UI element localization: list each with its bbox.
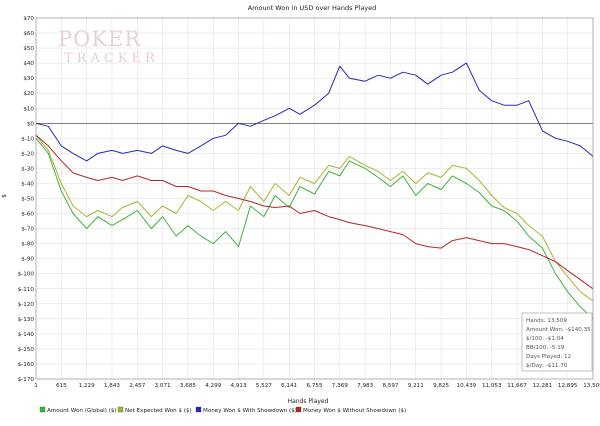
series-line-money-won-without-showdown (35, 134, 594, 290)
x-tick-label: 12,895 (558, 383, 578, 389)
stats-dollars-per-100: $/100: -$1.04 (526, 336, 564, 342)
y-tick-label: $30 (23, 76, 34, 82)
chart-title: Amount Won in USD over Hands Played (248, 4, 377, 12)
legend-swatch (295, 406, 302, 413)
y-tick-label: $20 (23, 91, 34, 97)
y-tick-label: $-140 (18, 332, 35, 338)
stats-box-frame (521, 312, 593, 372)
x-tick-label: 8,597 (382, 383, 398, 389)
legend-swatch (195, 406, 202, 413)
legend: Amount Won (Global) ($) Net Expected Won … (39, 406, 406, 414)
x-tick-label: 7,983 (357, 383, 373, 389)
x-tick-label: 3,071 (155, 383, 171, 389)
y-tick-label: $-40 (21, 181, 34, 187)
y-axis-title: $ (1, 194, 8, 198)
x-tick-label: 615 (56, 383, 67, 389)
y-tick-label: $-120 (18, 302, 35, 308)
x-tick-label: 4,913 (231, 383, 247, 389)
x-tick-label: 5,527 (256, 383, 272, 389)
y-tick-label: $-30 (21, 166, 34, 172)
x-tick-label: 6,141 (281, 383, 297, 389)
x-tick-label: 11,053 (482, 383, 502, 389)
stats-amount-won: Amount Won: -$140.35 (526, 327, 591, 333)
series-line-amount-won-global (35, 137, 594, 320)
x-tick-label: 2,457 (129, 383, 145, 389)
y-tick-label: $-60 (21, 212, 34, 218)
y-tick-label: $10 (23, 106, 34, 112)
x-tick-label: 1 (34, 383, 38, 389)
y-tick-label: $-160 (18, 362, 35, 368)
x-tick-label: 11,667 (507, 383, 527, 389)
legend-label: Amount Won (Global) ($) (47, 408, 117, 414)
legend-label: Money Won $ With Showdown ($) (203, 408, 297, 414)
series-line-money-won-with-showdown (35, 62, 594, 162)
y-tick-label: $-10 (21, 136, 34, 142)
stats-dollars-per-day: $/Day: -$11.70 (526, 363, 568, 369)
x-tick-label: 3,685 (180, 383, 196, 389)
y-tick-label: $-150 (18, 347, 35, 353)
y-tick-label: $0 (27, 121, 35, 127)
stats-box: Hands: 13,509 Amount Won: -$140.35 $/100… (521, 312, 593, 372)
y-tick-label: $50 (23, 46, 34, 52)
series-line-net-expected-won (35, 134, 594, 302)
y-tick-label: $-130 (18, 317, 35, 323)
legend-label: Money Won $ Without Showdown ($) (303, 408, 406, 414)
plot-frame (35, 17, 594, 380)
watermark-line1: POKER (58, 27, 141, 51)
legend-swatch (117, 406, 124, 413)
stats-hands: Hands: 13,509 (526, 318, 567, 324)
x-tick-label: 9,825 (433, 383, 449, 389)
x-tick-label: 7,369 (332, 383, 348, 389)
x-tick-label: 4,299 (205, 383, 221, 389)
axis-layer: $70 $60 $50 $40 $30 $20 $10 $0 $-10 $-20 $-30 $-40 $… (18, 16, 600, 389)
x-tick-label: 13,509 (583, 383, 600, 389)
x-axis-title: Hands Played (288, 398, 329, 405)
y-tick-label: $-100 (18, 272, 35, 278)
y-tick-label: $-70 (21, 227, 34, 233)
y-tick-label: $-20 (21, 151, 34, 157)
y-tick-label: $60 (23, 31, 34, 37)
x-tick-label: 6,755 (306, 383, 322, 389)
x-tick-label: 10,439 (457, 383, 477, 389)
y-tick-label: $-170 (18, 377, 35, 383)
series-layer (35, 62, 594, 320)
y-tick-label: $-110 (18, 287, 35, 293)
y-tick-label: $-90 (21, 257, 34, 263)
x-tick-label: 12,281 (533, 383, 553, 389)
x-tick-label: 1,229 (79, 383, 95, 389)
watermark-line2: TRACKER (64, 51, 159, 66)
x-tick-label: 9,211 (408, 383, 424, 389)
stats-bb-per-100: BB/100: -5.19 (526, 345, 565, 351)
grid-layer (35, 17, 594, 380)
y-tick-label: $40 (23, 61, 34, 67)
y-tick-label: $-80 (21, 242, 34, 248)
x-tick-label: 1,843 (104, 383, 120, 389)
legend-label: Net Expected Won $ ($) (125, 408, 192, 414)
y-tick-label: $70 (23, 16, 34, 22)
legend-swatch (39, 406, 46, 413)
stats-days-played: Days Played: 12 (526, 354, 571, 360)
y-tick-label: $-50 (21, 197, 34, 203)
